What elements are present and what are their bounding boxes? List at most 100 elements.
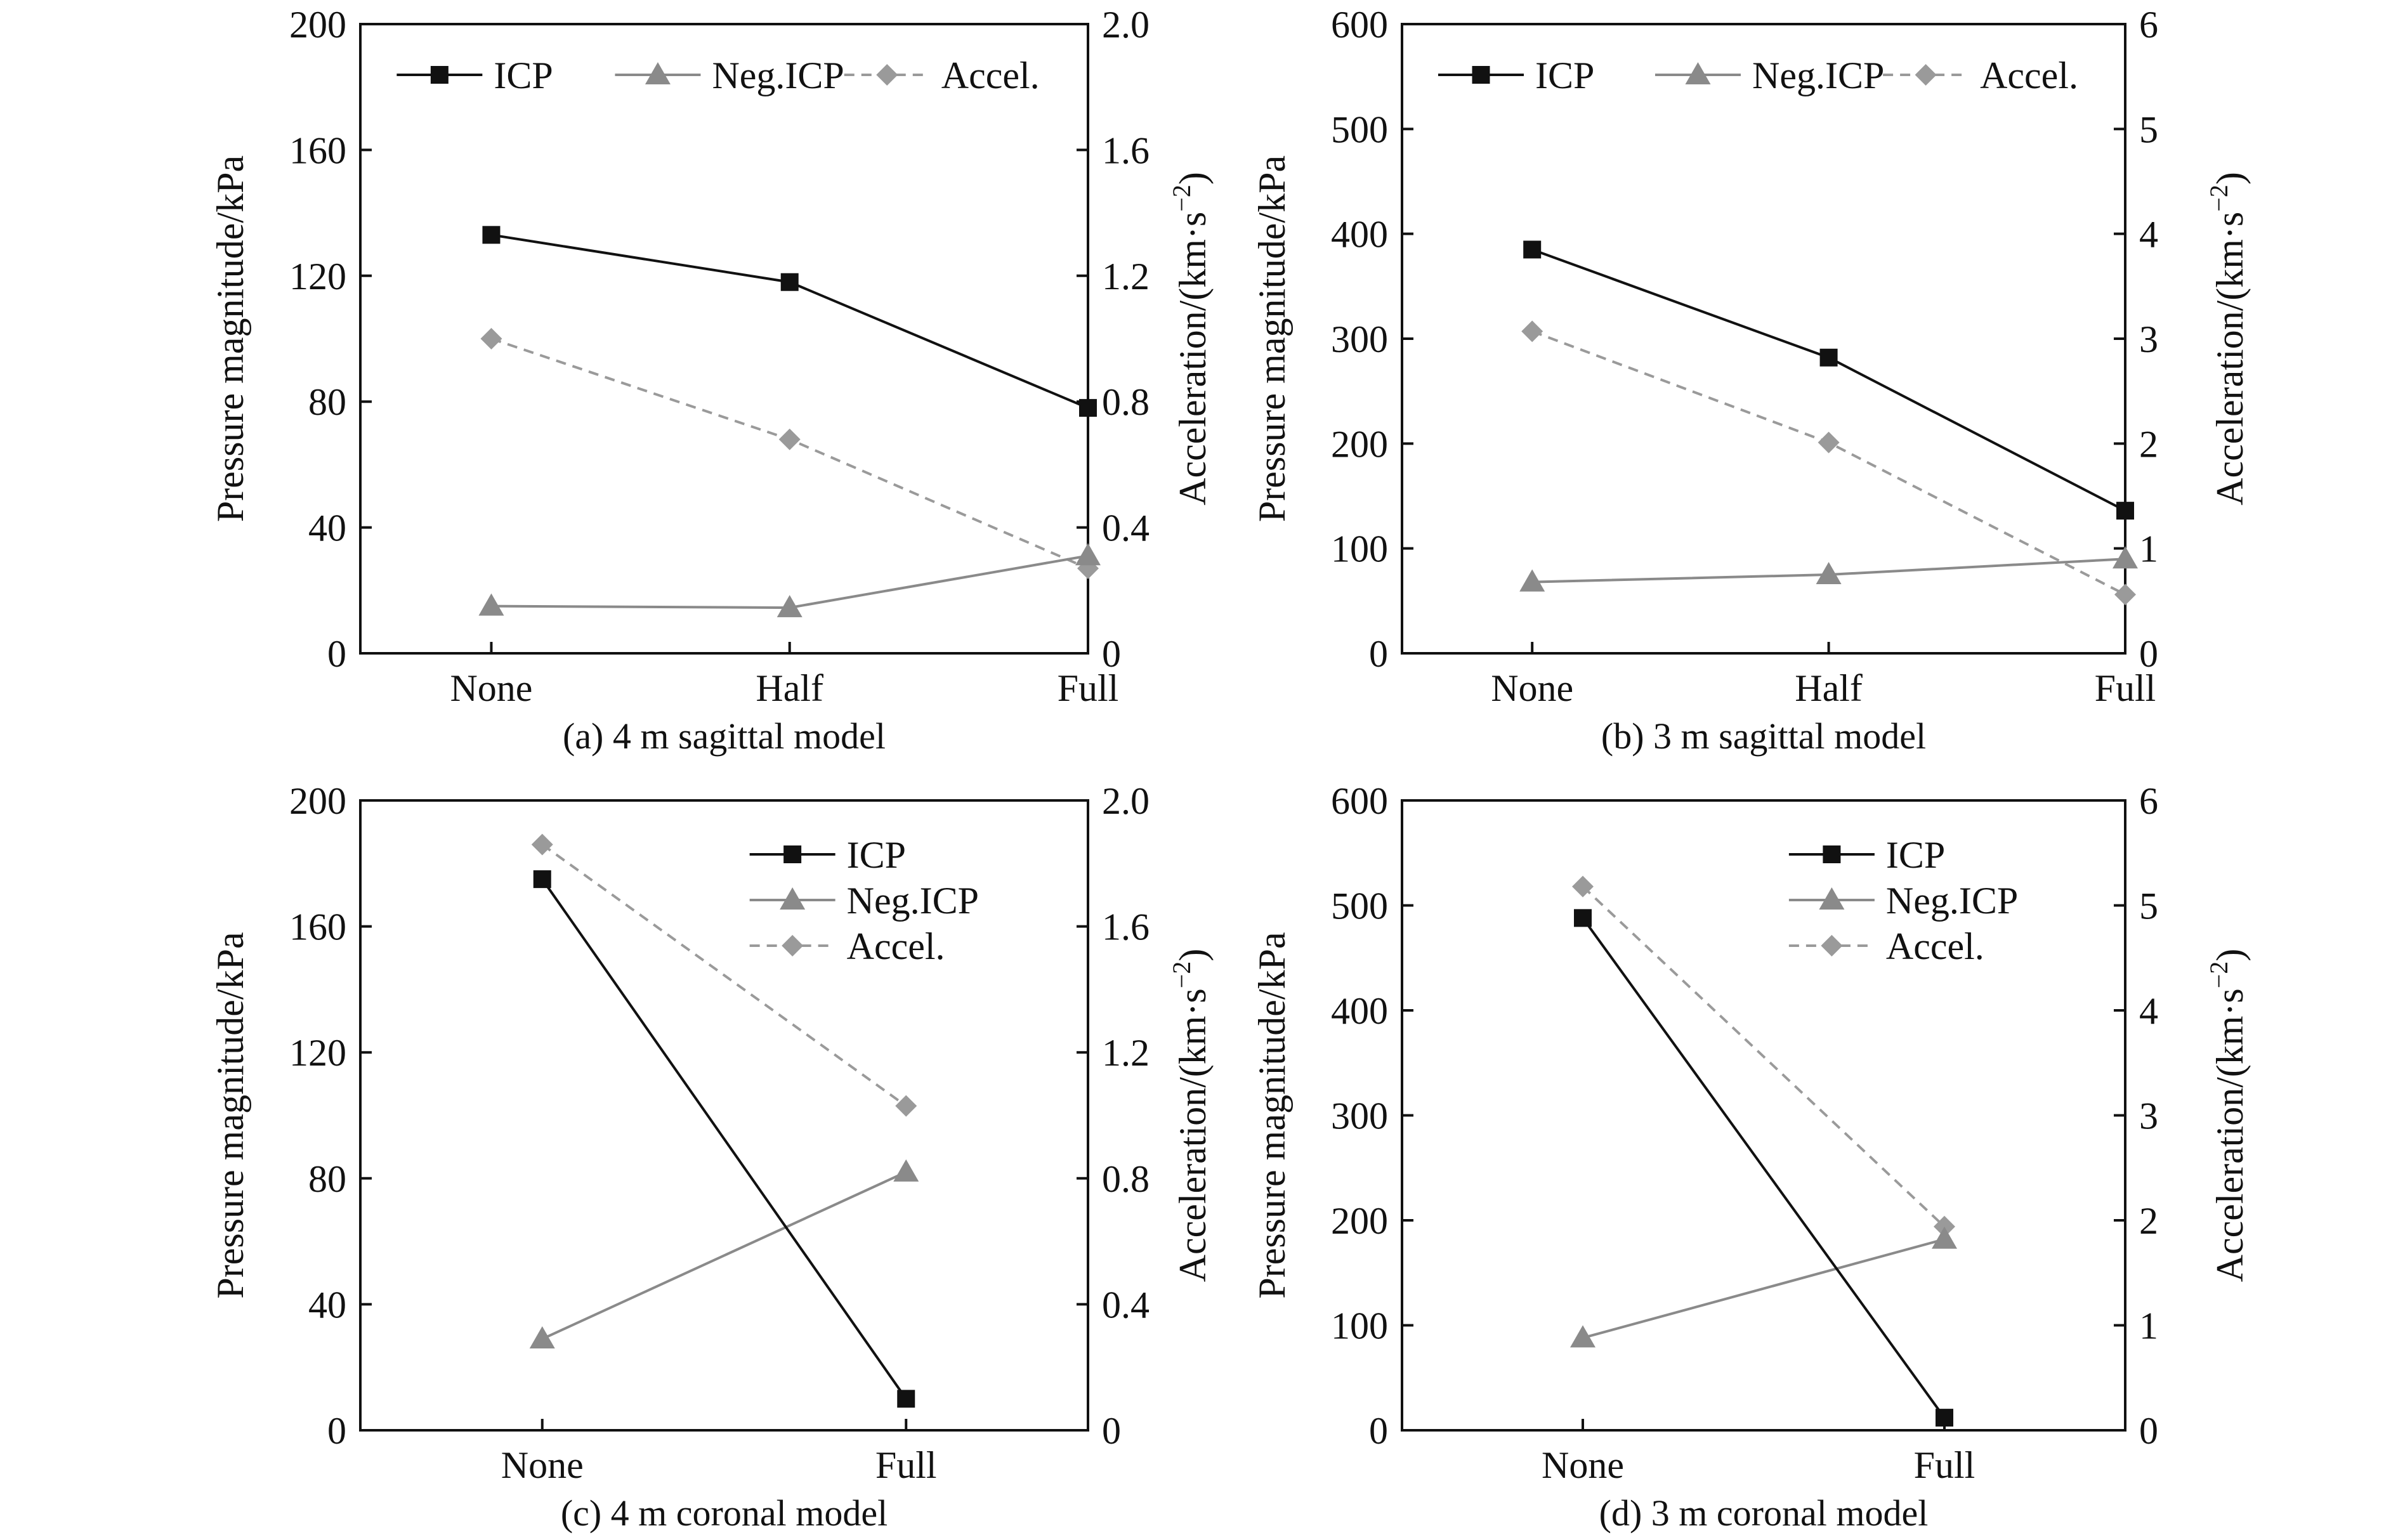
legend-marker xyxy=(1819,887,1845,910)
legend: ICP Neg.ICP Accel. xyxy=(396,55,1040,96)
legend-label: Accel. xyxy=(1980,55,2078,96)
y-tick-label: 200 xyxy=(289,4,346,46)
y-tick-label: 400 xyxy=(1331,990,1388,1032)
plot-frame xyxy=(359,799,1089,1432)
y2-tick-label: 1 xyxy=(2139,528,2158,570)
data-point-accel- xyxy=(2114,584,2136,606)
y-tick-label: 200 xyxy=(1331,423,1388,465)
data-point-accel- xyxy=(1521,320,1543,343)
legend-marker xyxy=(783,845,802,863)
y2-tick-label: 4 xyxy=(2139,214,2158,256)
data-point-neg-icp xyxy=(529,1326,555,1349)
data-point-neg-icp xyxy=(776,595,803,618)
x-tick-label: Full xyxy=(1058,667,1119,709)
legend-marker xyxy=(782,935,804,956)
y-tick-label: 80 xyxy=(308,1158,346,1200)
y-tick-label: 600 xyxy=(1331,4,1388,46)
y2-tick-label: 2.0 xyxy=(1102,780,1150,822)
y-tick-label: 100 xyxy=(1331,528,1388,570)
y2-tick-label: 2.0 xyxy=(1102,4,1150,46)
data-point-icp xyxy=(1523,240,1542,259)
series-line-accel- xyxy=(1531,330,2126,596)
y2-tick-label: 5 xyxy=(2139,885,2158,927)
x-tick-label: None xyxy=(1542,1444,1624,1486)
data-point-accel- xyxy=(778,428,801,450)
data-point-neg-icp xyxy=(1570,1325,1595,1348)
y-axis-title: Pressure magnitude/kPa xyxy=(209,155,251,522)
series-line-accel- xyxy=(490,337,1089,570)
x-tick-label: Full xyxy=(1914,1444,1975,1486)
y-tick-label: 40 xyxy=(308,1284,346,1326)
x-tick-label: None xyxy=(450,667,532,709)
panel-caption: (c) 4 m coronal model xyxy=(561,1492,888,1534)
legend-label: ICP xyxy=(1535,55,1594,96)
y-tick-label: 500 xyxy=(1331,885,1388,927)
legend-marker xyxy=(1472,66,1490,84)
y-tick-label: 200 xyxy=(289,780,346,822)
legend-marker xyxy=(1915,64,1937,86)
y-tick-label: 0 xyxy=(327,1410,346,1452)
y2-axis-title: Acceleration/(km·s−2) xyxy=(1167,172,1214,506)
y2-tick-label: 6 xyxy=(2139,780,2158,822)
legend-marker xyxy=(1823,845,1841,863)
y2-tick-label: 0.8 xyxy=(1102,1158,1150,1200)
data-point-icp xyxy=(2116,502,2134,520)
data-point-icp xyxy=(1079,399,1097,417)
y2-tick-label: 0 xyxy=(1102,633,1121,675)
y-tick-label: 400 xyxy=(1331,214,1388,256)
y-tick-label: 300 xyxy=(1331,318,1388,360)
y2-tick-label: 0.4 xyxy=(1102,507,1150,549)
x-tick-label: Half xyxy=(1795,667,1863,709)
legend-label: Accel. xyxy=(847,925,945,967)
series-line-icp xyxy=(1582,917,1946,1419)
data-point-accel- xyxy=(895,1095,917,1117)
plot-frame xyxy=(359,23,1089,655)
y2-tick-label: 3 xyxy=(2139,318,2158,360)
chart-panel-b: 0 100 200 300 400 500 600 0 1 2 3 4 5 6 None Half Full Pr… xyxy=(1251,4,2251,757)
y2-tick-label: 3 xyxy=(2139,1095,2158,1137)
series-line-accel- xyxy=(541,843,907,1107)
y-tick-label: 600 xyxy=(1331,780,1388,822)
y-tick-label: 120 xyxy=(289,256,346,297)
y-axis-title: Pressure magnitude/kPa xyxy=(1251,155,1293,522)
chart-panel-a: 0 40 80 120 160 200 0 0.4 0.8 1.2 1.6 2.0 None Half Fu… xyxy=(209,4,1214,757)
legend-marker xyxy=(645,62,671,84)
legend-marker xyxy=(780,887,806,910)
y2-tick-label: 0 xyxy=(2139,1410,2158,1452)
panel-caption: (d) 3 m coronal model xyxy=(1599,1492,1929,1534)
series-line-neg-icp xyxy=(1582,1237,1945,1340)
legend-label: Neg.ICP xyxy=(1752,55,1884,96)
legend-label: Neg.ICP xyxy=(1886,880,2018,922)
legend-label: Accel. xyxy=(1886,925,1984,967)
legend-marker xyxy=(430,66,449,84)
y-tick-label: 0 xyxy=(327,633,346,675)
y-tick-label: 160 xyxy=(289,906,346,948)
x-tick-label: None xyxy=(501,1444,584,1486)
panel-caption: (b) 3 m sagittal model xyxy=(1601,715,1926,757)
data-point-neg-icp xyxy=(1816,562,1842,584)
data-point-accel- xyxy=(480,328,502,349)
series-line-icp xyxy=(1531,248,2126,512)
y-tick-label: 160 xyxy=(289,129,346,171)
y2-tick-label: 0 xyxy=(1102,1410,1121,1452)
y2-tick-label: 1.2 xyxy=(1102,256,1150,297)
data-point-icp xyxy=(533,870,551,889)
data-point-icp xyxy=(1936,1409,1953,1427)
x-tick-label: Full xyxy=(875,1444,937,1486)
legend: ICP Neg.ICP Accel. xyxy=(1438,55,2078,96)
legend-label: ICP xyxy=(1886,834,1945,876)
legend-marker xyxy=(1685,62,1711,84)
y2-tick-label: 6 xyxy=(2139,4,2158,46)
chart-panel-c: 0 40 80 120 160 200 0 0.4 0.8 1.2 1.6 2.0 None Full Pr… xyxy=(209,780,1214,1534)
series-line-icp xyxy=(491,233,1089,409)
y2-axis-title: Acceleration/(km·s−2) xyxy=(2205,172,2251,506)
legend-label: Neg.ICP xyxy=(847,880,979,922)
y-tick-label: 40 xyxy=(308,507,346,549)
y-tick-label: 500 xyxy=(1331,108,1388,150)
data-point-icp xyxy=(1574,909,1592,927)
legend-label: Accel. xyxy=(941,55,1040,96)
series-line-neg-icp xyxy=(541,1171,907,1340)
y2-axis-title: Acceleration/(km·s−2) xyxy=(2205,949,2251,1282)
plot-frame xyxy=(1401,23,2126,655)
